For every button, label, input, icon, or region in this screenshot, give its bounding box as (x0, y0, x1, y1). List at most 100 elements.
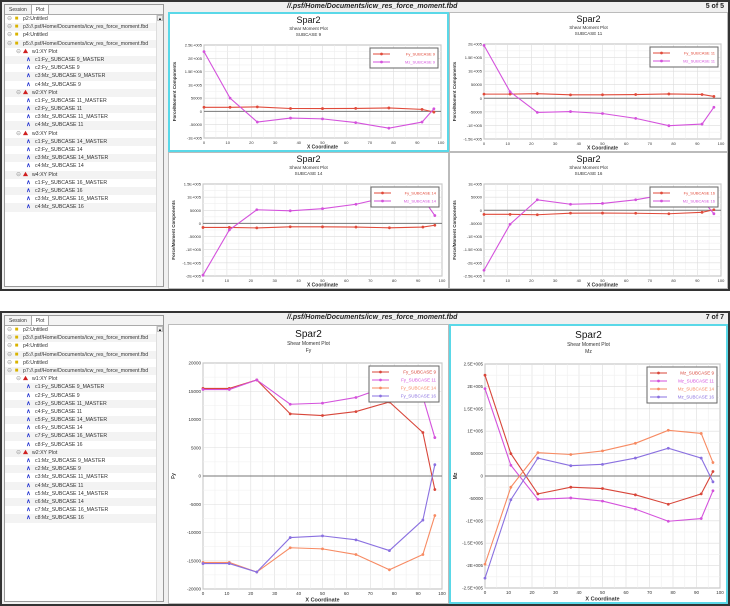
tree-item-p4-untitled[interactable]: ⊖ ■ p4:Untitled (5, 342, 163, 350)
expand-toggle-icon[interactable]: ⊖ (16, 130, 22, 137)
x-tick-label: 10 (224, 591, 230, 596)
tree-item-c3-fy-subcase-11-master[interactable]: ∧ c3:Fy_SUBCASE 11_MASTER (5, 399, 163, 408)
tree-item-c1-fy-subcase-9-master[interactable]: ∧ c1:Fy_SUBCASE 9_MASTER (5, 383, 163, 392)
tab-session[interactable]: Session (5, 5, 32, 14)
tree-item-c4-mz-subcase-11[interactable]: ∧ c4:Mz_SUBCASE 11 (5, 121, 163, 130)
legend (369, 47, 439, 69)
x-tick-label: 30 (273, 140, 278, 145)
chart-window-mz[interactable]: Spar2 Shear Moment Plot Mz 2.5E+005 2E+005 1.… (449, 324, 728, 604)
tree-item-c3-mz-subcase-11-master[interactable]: ∧ c3:Mz_SUBCASE 11_MASTER (5, 113, 163, 121)
tree-item-p4-untitled[interactable]: ⊖ ■ p4:Untitled (5, 31, 163, 39)
tab-session[interactable]: Session (5, 316, 32, 325)
tree-item-c2-fy-subcase-11[interactable]: ∧ c2:Fy_SUBCASE 11 (5, 105, 163, 114)
tree-item-p3-psf-home-documents-icw-res-force-moment-fbd[interactable]: ⊖ ■ p3://.psf/Home/Documents/icw_res_force… (5, 23, 163, 32)
tree-item-c2-fy-subcase-14[interactable]: ∧ c2:Fy_SUBCASE 14 (5, 146, 163, 154)
tree-item-c3-mz-subcase-14-master[interactable]: ∧ c3:Mz_SUBCASE 14_MASTER (5, 154, 163, 163)
data-point-fy-subcase-14 (388, 226, 391, 230)
expand-toggle-icon[interactable]: ⊖ (7, 32, 13, 39)
tree-item-c4-mz-subcase-11[interactable]: ∧ c4:Mz_SUBCASE 11 (5, 481, 163, 490)
scroll-up-icon[interactable]: ▲ (157, 326, 163, 332)
chart-subtitle-2: Fy (306, 348, 312, 354)
expand-toggle-icon[interactable]: ⊖ (7, 351, 13, 358)
tree-item-p2-untitled[interactable]: ⊖ ■ p2:Untitled (5, 15, 163, 23)
expand-toggle-icon[interactable]: ⊖ (7, 24, 13, 31)
chart-window-subcase-11[interactable]: Spar2 Shear Moment Plot SUBCASE 11 2E+005 1.… (449, 12, 728, 152)
tree-item-p6-untitled[interactable]: ⊖ ■ p6:Untitled (5, 359, 163, 367)
tab-plot[interactable]: Plot (31, 5, 50, 14)
tree-item-c2-fy-subcase-9[interactable]: ∧ c2:Fy_SUBCASE 9 (5, 392, 163, 400)
expand-toggle-icon[interactable]: ⊖ (7, 367, 13, 374)
tree-item-p5-psf-home-documents-icw-res-force-moment-fbd[interactable]: ⊖ ■ p5://.psf/Home/Documents/icw_res_force… (5, 350, 163, 359)
tree-item-label: c2:Fy_SUBCASE 9 (35, 392, 80, 399)
tree-item-w4-xy-plot[interactable]: ⊖ ⛰ w4:XY Plot (5, 170, 163, 179)
tree-item-w1-xy-plot[interactable]: ⊖ ⛰ w1:XY Plot (5, 48, 163, 56)
expand-toggle-icon[interactable]: ⊖ (7, 343, 13, 350)
chart-window-subcase-9[interactable]: Spar2 Shear Moment Plot SUBCASE 9 2.5E+005 2… (168, 12, 449, 152)
legend-label: Fy_SUBCASE 11 (401, 378, 436, 383)
tree-item-c1-fy-subcase-9-master[interactable]: ∧ c1:Fy_SUBCASE 9_MASTER (5, 55, 163, 65)
data-point-mz-subcase-11 (569, 496, 573, 500)
tree-item-w2-xy-plot[interactable]: ⊖ ⛰ w2:XY Plot (5, 448, 163, 457)
expand-toggle-icon[interactable]: ⊖ (7, 16, 13, 22)
tree-item-c1-fy-subcase-14-master[interactable]: ∧ c1:Fy_SUBCASE 14_MASTER (5, 137, 163, 146)
expand-toggle-icon[interactable]: ⊖ (16, 171, 22, 178)
data-point-fy-subcase-9 (321, 414, 324, 417)
tree-item-p5-psf-home-documents-icw-res-force-moment-fbd[interactable]: ⊖ ■ p5://.psf/Home/Documents/icw_res_force… (5, 39, 163, 48)
tree-item-p3-psf-home-documents-icw-res-force-moment-fbd[interactable]: ⊖ ■ p3://.psf/Home/Documents/icw_res_force… (5, 334, 163, 343)
y-tick-label: -2E+005 (186, 274, 202, 279)
scroll-up-icon[interactable]: ▲ (157, 15, 163, 21)
expand-toggle-icon[interactable]: ⊖ (16, 376, 22, 383)
tree-item-label: c4:Fy_SUBCASE 11 (35, 408, 83, 415)
tree-item-w3-xy-plot[interactable]: ⊖ ⛰ w3:XY Plot (5, 130, 163, 138)
data-point-fy-subcase-16 (482, 212, 486, 216)
tree-item-c8-fy-subcase-16[interactable]: ∧ c8:Fy_SUBCASE 16 (5, 441, 163, 449)
tree-item-c4-mz-subcase-16[interactable]: ∧ c4:Mz_SUBCASE 16 (5, 203, 163, 212)
expand-toggle-icon[interactable]: ⊖ (16, 48, 22, 55)
tree-item-c4-fy-subcase-11[interactable]: ∧ c4:Fy_SUBCASE 11 (5, 408, 163, 416)
data-point-mz-subcase-14 (569, 453, 573, 456)
tree-item-c7-mz-subcase-16-master[interactable]: ∧ c7:Mz_SUBCASE 16_MASTER (5, 506, 163, 514)
x-tick-label: 70 (368, 591, 374, 596)
chart-window-fy[interactable]: Spar2 Shear Moment Plot Fy 20000 15000 10000 5… (168, 324, 449, 604)
tree-item-p2-untitled[interactable]: ⊖ ■ p2:Untitled (5, 326, 163, 334)
tree-item-c4-mz-subcase-14[interactable]: ∧ c4:Mz_SUBCASE 14 (5, 162, 163, 170)
chart-window-subcase-14[interactable]: Spar2 Shear Moment Plot SUBCASE 14 1.5E+005… (168, 152, 449, 289)
chart-window-subcase-16[interactable]: Spar2 Shear Moment Plot SUBCASE 16 1E+005 50… (449, 152, 728, 289)
legend-label: Fy_SUBCASE 16 (401, 394, 437, 399)
tab-plot[interactable]: Plot (31, 316, 50, 325)
tree-item-c2-fy-subcase-9[interactable]: ∧ c2:Fy_SUBCASE 9 (5, 64, 163, 72)
curve-icon: ∧ (26, 466, 31, 473)
expand-toggle-icon[interactable]: ⊖ (16, 449, 22, 456)
tree-item-c6-fy-subcase-14[interactable]: ∧ c6:Fy_SUBCASE 14 (5, 424, 163, 432)
tree-item-c3-mz-subcase-11-master[interactable]: ∧ c3:Mz_SUBCASE 11_MASTER (5, 473, 163, 481)
expand-toggle-icon[interactable]: ⊖ (7, 359, 13, 366)
tree-item-w1-xy-plot[interactable]: ⊖ ⛰ w1:XY Plot (5, 375, 163, 383)
expand-toggle-icon[interactable]: ⊖ (7, 40, 13, 47)
tree-item-c8-mz-subcase-16[interactable]: ∧ c8:Mz_SUBCASE 16 (5, 514, 163, 523)
legend-label: Fy_SUBCASE 14 (401, 386, 437, 391)
data-point-mz-subcase-11 (711, 489, 715, 493)
tree-scrollbar[interactable]: ▲ (156, 15, 163, 286)
x-axis-label: X Coordinate (305, 598, 339, 604)
y-tick-label: -1.5E+005 (463, 247, 482, 252)
data-point-mz-subcase-11 (699, 517, 703, 520)
tree-scrollbar[interactable]: ▲ (156, 326, 163, 601)
tree-item-c2-fy-subcase-16[interactable]: ∧ c2:Fy_SUBCASE 16 (5, 186, 163, 196)
tree-item-c6-mz-subcase-14[interactable]: ∧ c6:Mz_SUBCASE 14 (5, 497, 163, 507)
tree-item-c4-mz-subcase-9[interactable]: ∧ c4:Mz_SUBCASE 9 (5, 81, 163, 89)
tree-item-c5-fy-subcase-14-master[interactable]: ∧ c5:Fy_SUBCASE 14_MASTER (5, 416, 163, 425)
data-point-fy-subcase-9 (255, 105, 259, 109)
tree-item-c1-fy-subcase-11-master[interactable]: ∧ c1:Fy_SUBCASE 11_MASTER (5, 97, 163, 105)
tree-item-c5-mz-subcase-14-master[interactable]: ∧ c5:Mz_SUBCASE 14_MASTER (5, 490, 163, 498)
tree-item-c3-mz-subcase-16-master[interactable]: ∧ c3:Mz_SUBCASE 16_MASTER (5, 195, 163, 203)
expand-toggle-icon[interactable]: ⊖ (7, 327, 13, 333)
tree-item-c7-fy-subcase-16-master[interactable]: ∧ c7:Fy_SUBCASE 16_MASTER (5, 432, 163, 441)
expand-toggle-icon[interactable]: ⊖ (16, 89, 22, 96)
tree-item-w2-xy-plot[interactable]: ⊖ ⛰ w2:XY Plot (5, 88, 163, 97)
tree-item-c2-mz-subcase-9[interactable]: ∧ c2:Mz_SUBCASE 9 (5, 465, 163, 474)
tree-item-p7-psf-home-documents-icw-res-force-moment-fbd[interactable]: ⊖ ■ p7://.psf/Home/Documents/icw_res_force… (5, 366, 163, 376)
tree-item-c1-fy-subcase-16-master[interactable]: ∧ c1:Fy_SUBCASE 16_MASTER (5, 179, 163, 187)
expand-toggle-icon[interactable]: ⊖ (7, 335, 13, 342)
tree-item-c3-mz-subcase-9-master[interactable]: ∧ c3:Mz_SUBCASE 9_MASTER (5, 72, 163, 81)
tree-item-c1-mz-subcase-9-master[interactable]: ∧ c1:Mz_SUBCASE 9_MASTER (5, 457, 163, 465)
